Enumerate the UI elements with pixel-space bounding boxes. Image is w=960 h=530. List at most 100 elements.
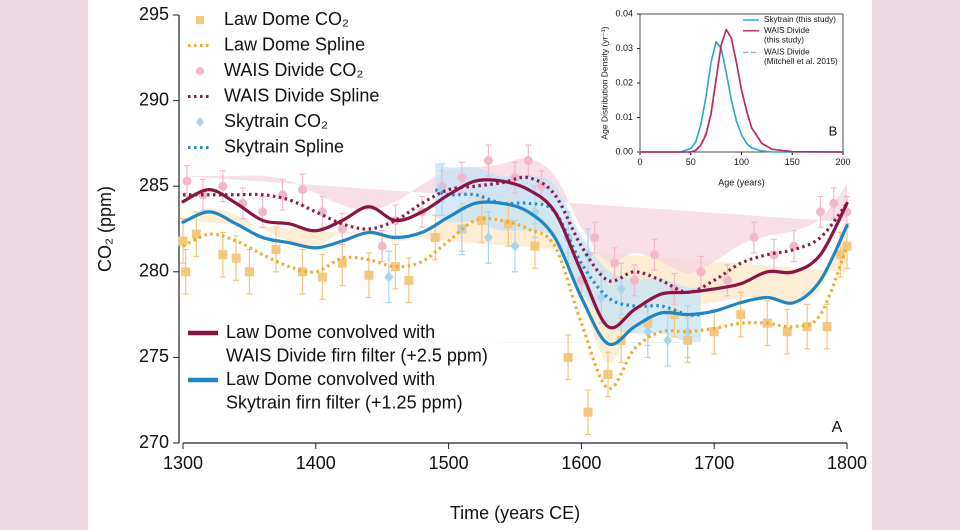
data-point	[782, 327, 792, 337]
y-tick-label: 275	[139, 346, 169, 366]
panel-label: B	[829, 123, 838, 138]
data-point	[523, 156, 533, 166]
data-point	[503, 219, 513, 229]
legend-label: (Mitchell et al. 2015)	[764, 57, 838, 66]
y-tick-label: 270	[139, 432, 169, 452]
legend-item: WAIS Divide Spline	[188, 85, 379, 105]
legend-item: Skytrain CO₂	[196, 111, 328, 131]
data-point	[603, 370, 613, 380]
y-tick-label: 0.01	[615, 112, 633, 122]
legend-label: WAIS Divide CO₂	[224, 60, 363, 80]
data-point	[722, 275, 732, 285]
y-axis-label: CO₂ (ppm)	[95, 186, 115, 272]
data-point	[244, 267, 254, 277]
data-point	[563, 352, 573, 362]
y-tick-label: 0.02	[615, 77, 633, 87]
chart-1: 0.00 0.01 0.02 0.03 0.04 0 50 100 150 200 Age (yea…	[599, 8, 850, 187]
data-point	[815, 207, 825, 217]
y-tick-label: 0.00	[615, 146, 633, 156]
x-tick-label: 1700	[694, 453, 734, 473]
x-tick-label: 200	[835, 157, 850, 167]
data-point	[483, 156, 493, 166]
legend-label: WAIS Divide Spline	[224, 85, 379, 105]
x-axis-label: Age (years)	[718, 177, 765, 187]
y-tick-label: 290	[139, 89, 169, 109]
data-point	[649, 250, 659, 260]
series-line	[183, 175, 849, 294]
legend-label: Law Dome Spline	[224, 34, 365, 54]
data-point	[596, 291, 606, 303]
data-point	[404, 275, 414, 285]
series-line	[182, 216, 849, 390]
data-point	[218, 181, 228, 191]
data-point	[590, 233, 600, 243]
data-point	[583, 407, 593, 417]
legend-marker	[196, 67, 204, 75]
legend-item: Skytrain (this study)	[743, 15, 836, 24]
y-tick-label: 285	[139, 175, 169, 195]
data-point	[483, 232, 493, 244]
data-point	[683, 326, 693, 338]
y-tick-label: 280	[139, 261, 169, 281]
data-point	[643, 326, 653, 338]
data-point	[842, 241, 852, 251]
data-point	[829, 198, 839, 208]
data-point	[364, 270, 374, 280]
x-tick-label: 0	[637, 157, 642, 167]
data-point	[610, 258, 620, 268]
legend-label: WAIS Divide firn filter (+2.5 ppm)	[226, 345, 488, 365]
data-point	[182, 176, 192, 186]
uncertainty-band	[183, 158, 847, 274]
data-point	[178, 236, 188, 246]
data-point	[616, 283, 626, 295]
data-point	[530, 241, 540, 251]
legend-label: Skytrain firn filter (+1.25 ppm)	[226, 392, 463, 412]
x-axis-label: Time (years CE)	[450, 503, 580, 523]
data-point	[181, 267, 191, 277]
data-point	[457, 173, 467, 183]
data-point	[384, 271, 394, 283]
data-point	[377, 241, 387, 251]
data-point	[258, 207, 268, 217]
data-point	[736, 310, 746, 320]
data-point	[663, 334, 673, 346]
data-point	[271, 245, 281, 255]
data-point	[630, 275, 640, 285]
y-axis-label: Age Distribution Density (yr⁻¹)	[599, 26, 609, 139]
x-tick-label: 1400	[296, 453, 336, 473]
legend-label: Skytrain (this study)	[764, 15, 836, 24]
x-tick-label: 1800	[827, 453, 867, 473]
legend-marker	[196, 16, 204, 24]
data-point	[835, 250, 845, 260]
legend-item: Law Dome convolved with Skytrain firn fil…	[188, 369, 463, 412]
data-point	[696, 267, 706, 277]
data-point	[749, 233, 759, 243]
panel-label: A	[832, 419, 843, 436]
legend-label: Skytrain CO₂	[224, 111, 328, 131]
legend-item: Law Dome CO₂	[196, 9, 349, 29]
data-point	[317, 272, 327, 282]
data-point	[510, 240, 520, 252]
data-point	[390, 262, 400, 272]
legend-label: WAIS Divide	[764, 26, 810, 35]
legend-label: Law Dome CO₂	[224, 9, 349, 29]
legend-label: WAIS Divide	[764, 48, 810, 57]
y-tick-label: 0.03	[615, 43, 633, 53]
data-point	[822, 322, 832, 332]
legend-marker	[196, 117, 204, 127]
data-point	[709, 327, 719, 337]
data-point	[789, 241, 799, 251]
data-point	[191, 229, 201, 239]
x-tick-label: 1500	[429, 453, 469, 473]
series-line	[639, 28, 844, 153]
data-point	[337, 224, 347, 234]
series-line	[181, 178, 849, 330]
legend-label: (this study)	[764, 35, 804, 44]
x-tick-label: 1300	[163, 453, 203, 473]
y-tick-label: 0.04	[615, 8, 633, 18]
series-line	[639, 40, 844, 153]
y-tick-label: 295	[139, 4, 169, 24]
legend-label: Skytrain Spline	[224, 136, 344, 156]
